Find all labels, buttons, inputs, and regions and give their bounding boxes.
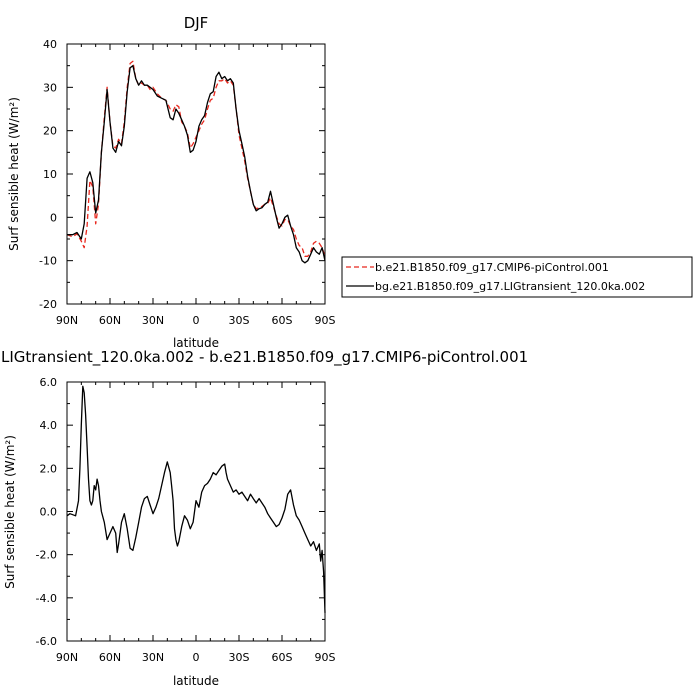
plot-frame bbox=[66, 381, 326, 642]
legend-box bbox=[341, 256, 693, 298]
top-panel: DJF Surf sensible heat (W/m²) latitude 9… bbox=[7, 14, 693, 350]
x-tick-label: 90S bbox=[315, 314, 336, 327]
x-tick-label: 90N bbox=[56, 651, 78, 664]
y-tick-label: 4.0 bbox=[40, 419, 58, 432]
x-tick-label: 90S bbox=[315, 651, 336, 664]
x-tick-label: 30S bbox=[229, 651, 250, 664]
y-tick-label: -2.0 bbox=[36, 549, 57, 562]
y-tick-label: -6.0 bbox=[36, 635, 57, 648]
x-tick-label: 60S bbox=[272, 651, 293, 664]
y-tick-label: 40 bbox=[43, 38, 57, 51]
top-y-axis-label: Surf sensible heat (W/m²) bbox=[7, 97, 21, 251]
y-tick-label: -4.0 bbox=[36, 592, 57, 605]
top-x-axis-label: latitude bbox=[173, 336, 219, 350]
bottom-chart-title: LIGtransient_120.0ka.002 - b.e21.B1850.f… bbox=[1, 348, 528, 367]
top-plot-area: 90N 60N 30N 0 30S 60S 90S -20 -10 0 10 20 30 40 bbox=[39, 38, 335, 327]
bottom-x-axis-label: latitude bbox=[173, 674, 219, 688]
y-tick-label: 10 bbox=[43, 168, 57, 181]
y-tick-label: 30 bbox=[43, 81, 57, 94]
x-tick-label: 60N bbox=[99, 314, 121, 327]
x-tick-label: 30N bbox=[142, 651, 164, 664]
y-tick-label: -20 bbox=[39, 298, 57, 311]
x-tick-label: 60S bbox=[272, 314, 293, 327]
x-tick-label: 0 bbox=[193, 314, 200, 327]
x-tick-label: 90N bbox=[56, 314, 78, 327]
y-tick-label: 6.0 bbox=[40, 376, 58, 389]
plot-frame bbox=[66, 43, 326, 305]
y-tick-label: 20 bbox=[43, 125, 57, 138]
top-chart-title: DJF bbox=[184, 14, 209, 32]
x-tick-label: 30S bbox=[229, 314, 250, 327]
legend-label-LIGtransient: bg.e21.B1850.f09_g17.LIGtransient_120.0k… bbox=[375, 280, 645, 293]
y-tick-label: -10 bbox=[39, 255, 57, 268]
top-legend: b.e21.B1850.f09_g17.CMIP6-piControl.001 … bbox=[341, 256, 693, 298]
y-tick-label: 2.0 bbox=[40, 462, 58, 475]
series-line-0 bbox=[66, 60, 326, 257]
x-tick-label: 60N bbox=[99, 651, 121, 664]
y-tick-label: 0 bbox=[50, 211, 57, 224]
legend-label-piControl: b.e21.B1850.f09_g17.CMIP6-piControl.001 bbox=[375, 261, 609, 274]
bottom-panel: LIGtransient_120.0ka.002 - b.e21.B1850.f… bbox=[1, 348, 528, 688]
x-tick-label: 0 bbox=[193, 651, 200, 664]
x-tick-label: 30N bbox=[142, 314, 164, 327]
series-line-1 bbox=[67, 65, 326, 264]
y-tick-label: 0.0 bbox=[40, 506, 58, 519]
series-line-0 bbox=[66, 385, 326, 613]
bottom-plot-area: 90N 60N 30N 0 30S 60S 90S -6.0 -4.0 -2.0 0.0 2.0 4.0… bbox=[36, 376, 336, 664]
bottom-y-axis-label: Surf sensible heat (W/m²) bbox=[3, 435, 17, 589]
